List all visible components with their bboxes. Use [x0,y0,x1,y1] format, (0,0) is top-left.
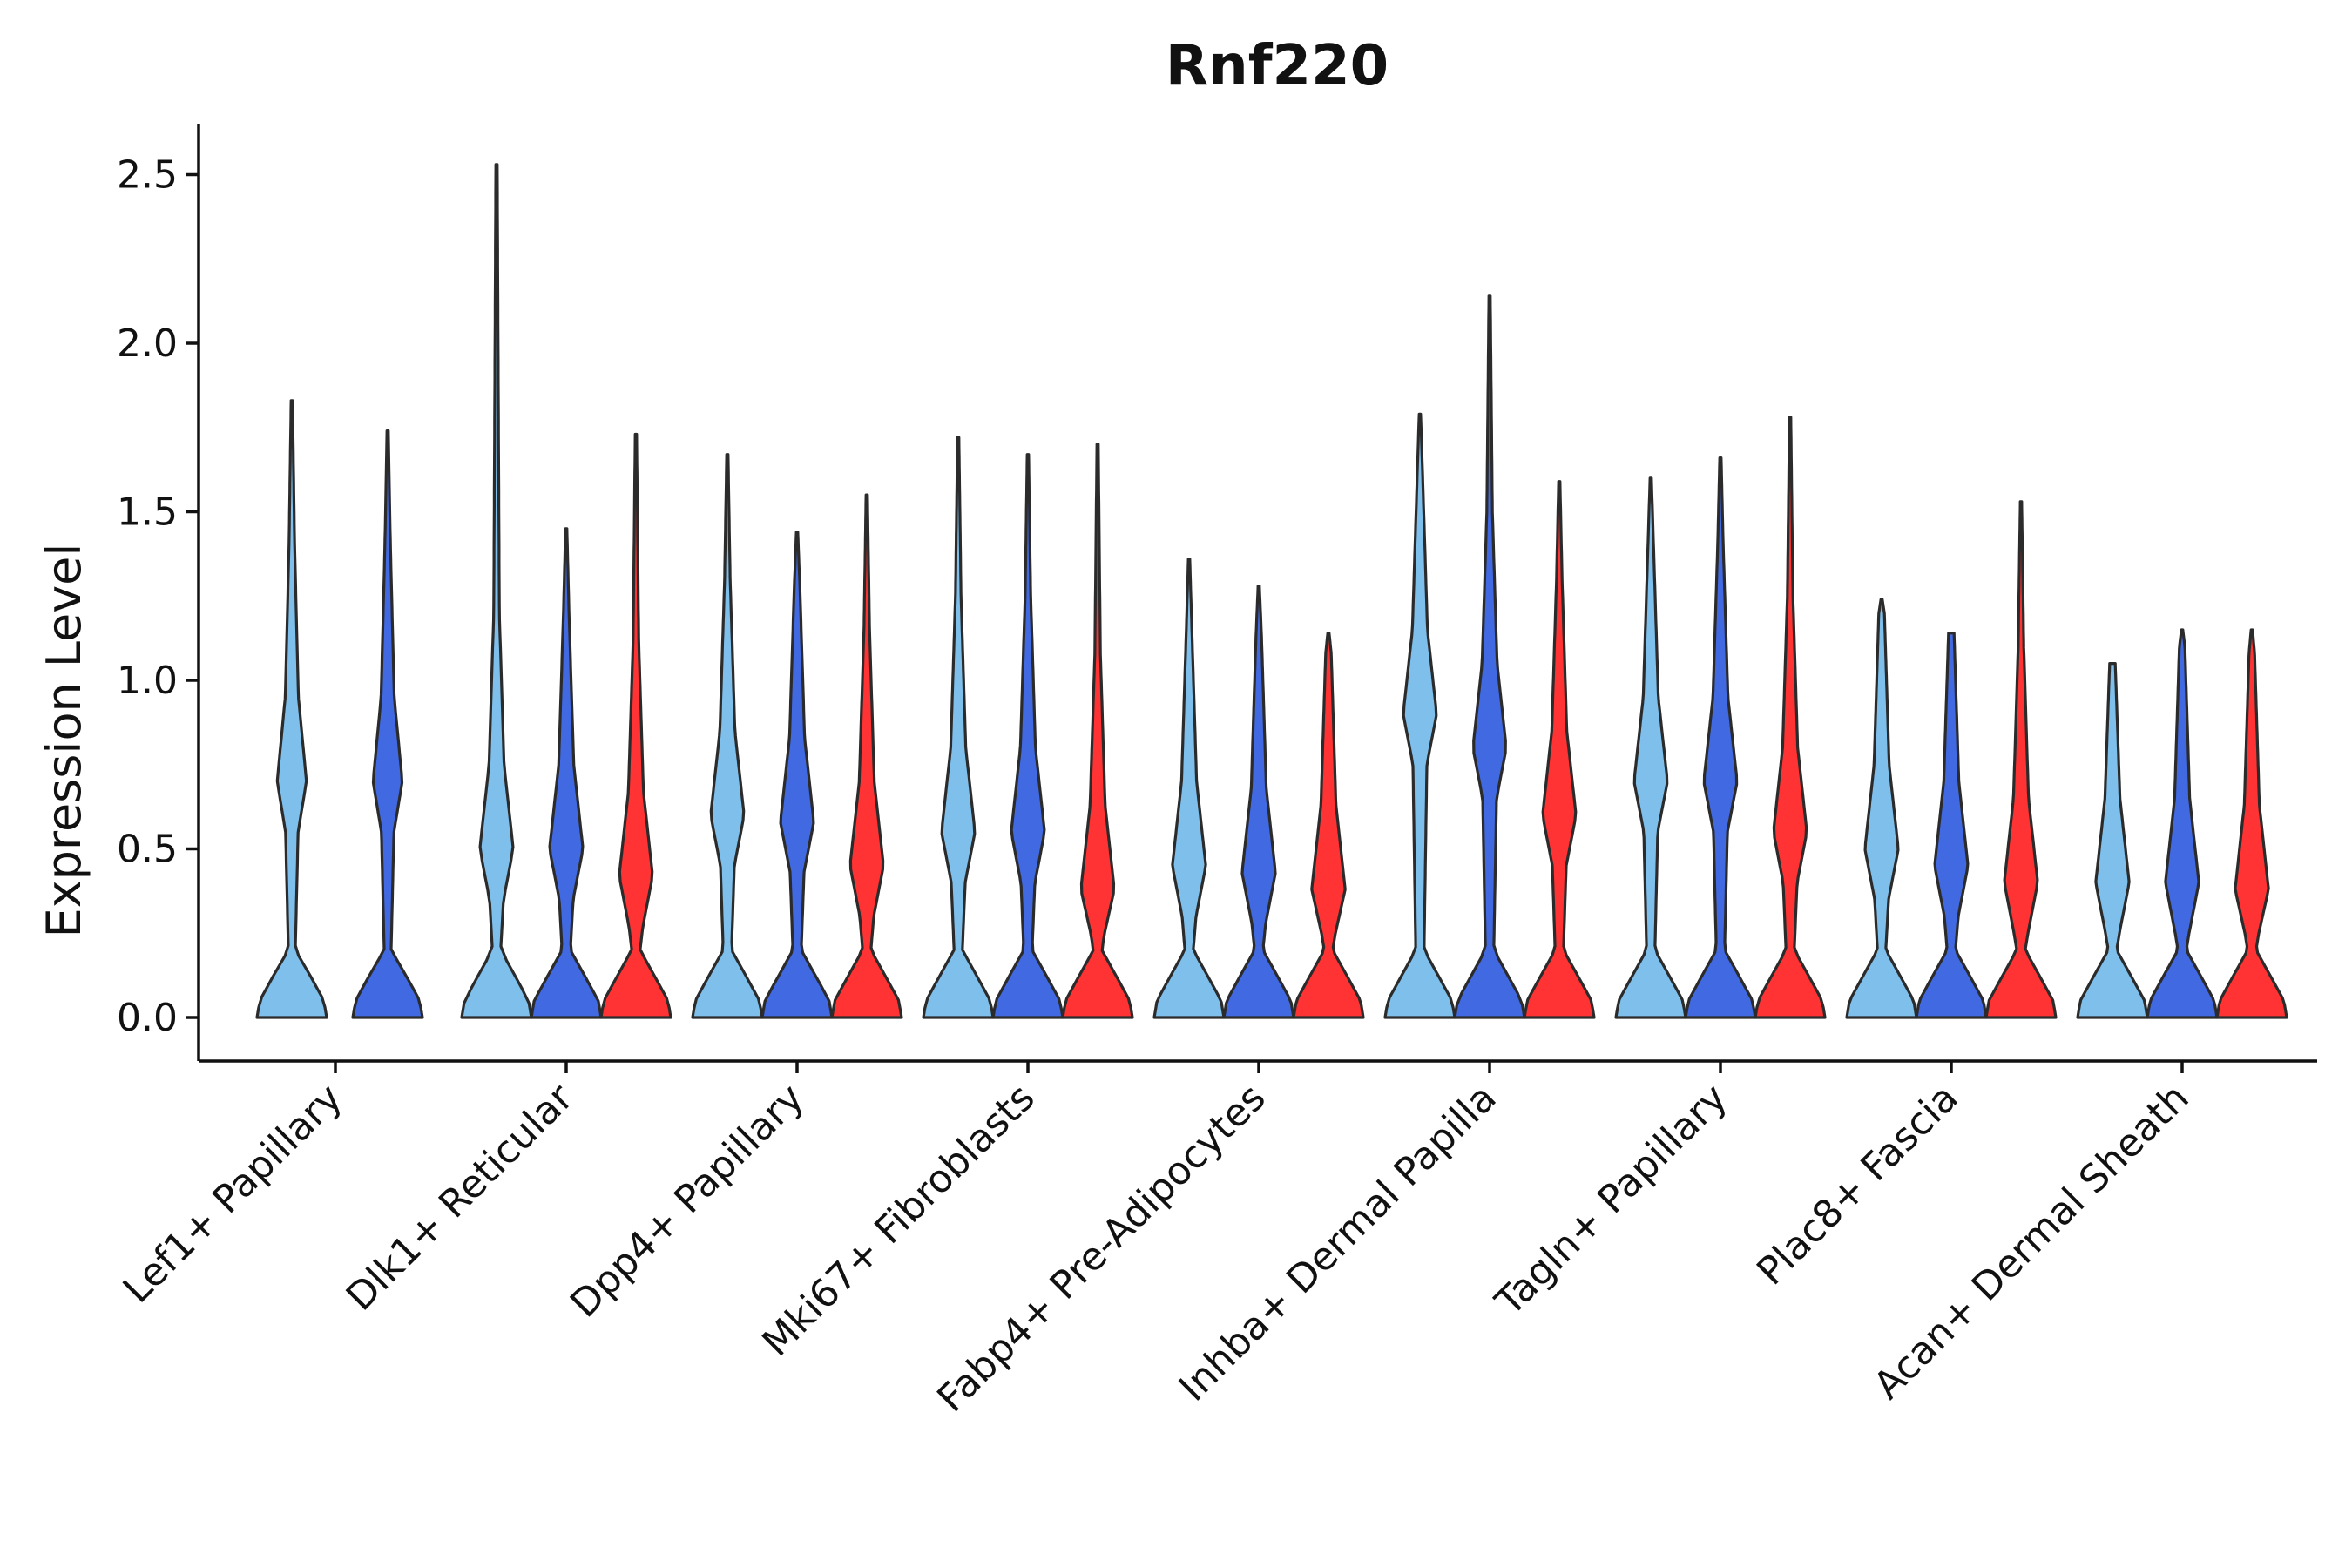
y-tick-label: 0.5 [117,828,178,872]
y-tick-label: 1.0 [117,659,178,703]
violin [2146,628,2219,1019]
violin [1754,416,1827,1019]
violin [1523,480,1596,1019]
violin [1061,443,1134,1019]
chart-title: Rnf220 [1166,34,1389,98]
violin [1152,558,1226,1019]
y-axis-label: Expression Level [37,544,91,938]
violin [760,531,834,1019]
x-tick-label: Tagln+ Papillary [1487,1076,1736,1325]
y-tick-label: 0.0 [117,996,178,1040]
violin [1915,632,1988,1019]
violin [530,527,603,1019]
x-tick-label: Dpp4+ Papillary [562,1076,813,1327]
x-tick-label: Plac8+ Fascia [1748,1076,1967,1294]
violin [1292,632,1365,1019]
violin [1845,598,1918,1019]
violin [1453,294,1526,1019]
violin [1684,456,1757,1019]
violin [255,399,328,1019]
violin [351,429,424,1019]
violin [1984,500,2058,1019]
violin [922,436,995,1019]
violin [599,432,672,1019]
violin [1614,476,1687,1019]
violin [2076,662,2149,1019]
y-tick-label: 2.5 [117,153,178,198]
violin [460,163,533,1019]
violin [691,453,764,1019]
violin [2215,628,2288,1019]
x-tick-label: Lef1+ Papillary [115,1076,351,1312]
violin [830,493,903,1019]
y-tick-label: 2.0 [117,321,178,366]
y-tick-label: 1.5 [117,490,178,535]
violin [991,453,1064,1019]
violin [1222,585,1295,1019]
violin [1383,412,1456,1019]
x-tick-label: Dlk1+ Reticular [338,1075,583,1320]
